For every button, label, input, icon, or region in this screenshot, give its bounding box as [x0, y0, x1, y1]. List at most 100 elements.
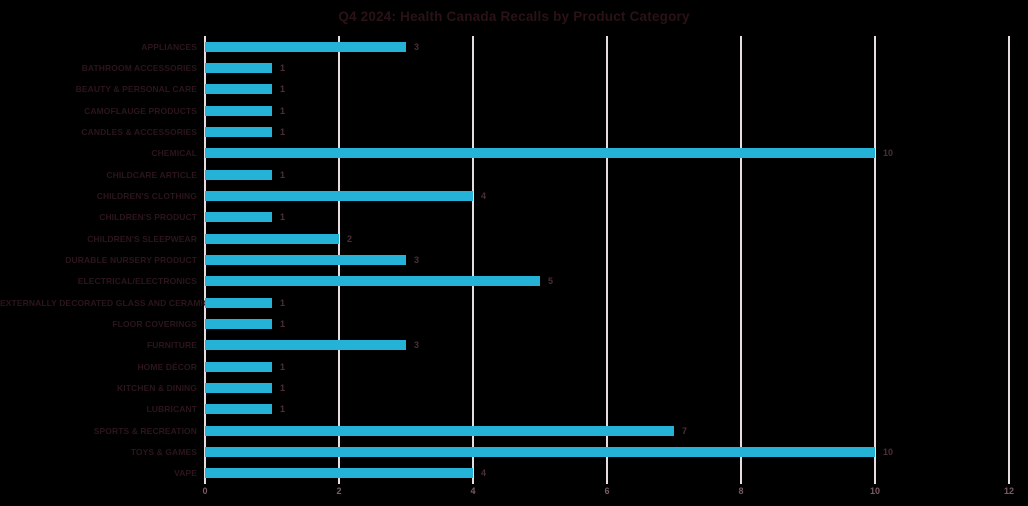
gridline [472, 36, 474, 484]
value-label: 10 [883, 446, 894, 457]
gridline [740, 36, 742, 484]
value-label: 3 [414, 340, 420, 351]
category-label: APPLIANCES [141, 41, 197, 52]
bar-row: TOYS & GAMES 10 [0, 441, 1028, 462]
bar [205, 382, 272, 393]
chart-title: Q4 2024: Health Canada Recalls by Produc… [338, 9, 690, 24]
bar [205, 297, 272, 308]
bar-track: 1 [205, 100, 1028, 121]
x-tick-label: 6 [604, 486, 610, 496]
category-label: DURABLE NURSERY PRODUCT [65, 254, 197, 265]
value-label: 1 [280, 105, 286, 116]
value-label: 1 [280, 382, 286, 393]
bar [205, 276, 540, 287]
bar-track: 1 [205, 377, 1028, 398]
category-label: ELECTRICAL/ELECTRONICS [77, 276, 197, 287]
category-label: FURNITURE [146, 340, 197, 351]
bar-track: 4 [205, 185, 1028, 206]
category-label: FLOOR COVERINGS [112, 318, 197, 329]
category-label: KITCHEN & DINING [117, 382, 197, 393]
bar-row: CHEMICAL 10 [0, 143, 1028, 164]
x-tick-label: 10 [869, 486, 881, 496]
x-tick-label: 12 [1003, 486, 1015, 496]
bar-row: BATHROOM ACCESSORIES 1 [0, 57, 1028, 78]
value-label: 1 [280, 169, 286, 180]
x-tick-label: 2 [336, 486, 342, 496]
value-label: 1 [280, 62, 286, 73]
bar-row: ELECTRICAL/ELECTRONICS 5 [0, 271, 1028, 292]
bar [205, 468, 473, 479]
bar-row: BEAUTY & PERSONAL CARE 1 [0, 79, 1028, 100]
value-label: 5 [548, 276, 554, 287]
bar [205, 41, 406, 52]
category-label: VAPE [174, 468, 197, 479]
bar [205, 425, 674, 436]
value-label: 4 [481, 190, 487, 201]
value-label: 3 [414, 41, 420, 52]
category-label: EXTERNALLY DECORATED GLASS AND CERAMICS [0, 297, 216, 308]
bar-row: LUBRICANT 1 [0, 399, 1028, 420]
bar [205, 404, 272, 415]
x-tick-label: 4 [470, 486, 476, 496]
value-label: 7 [682, 425, 688, 436]
value-label: 10 [883, 148, 894, 159]
category-label: BATHROOM ACCESSORIES [81, 62, 197, 73]
bar [205, 212, 272, 223]
bar [205, 169, 272, 180]
bar-row: CHILDCARE ARTICLE 1 [0, 164, 1028, 185]
value-label: 1 [280, 318, 286, 329]
category-label: CANDLES & ACCESSORIES [81, 126, 197, 137]
category-label: BEAUTY & PERSONAL CARE [75, 84, 197, 95]
bar-track: 4 [205, 463, 1028, 484]
value-label: 1 [280, 297, 286, 308]
bar-track: 1 [205, 313, 1028, 334]
bar-track: 1 [205, 292, 1028, 313]
bar-row: CAMOFLAUGE PRODUCTS 1 [0, 100, 1028, 121]
bar [205, 361, 272, 372]
bar-row: APPLIANCES 3 [0, 36, 1028, 57]
bar-row: CANDLES & ACCESSORIES 1 [0, 121, 1028, 142]
category-label: LUBRICANT [146, 404, 197, 415]
bar [205, 126, 272, 137]
value-label: 1 [280, 361, 286, 372]
bar-track: 10 [205, 143, 1028, 164]
value-label: 2 [347, 233, 353, 244]
bar [205, 84, 272, 95]
bar-row: EXTERNALLY DECORATED GLASS AND CERAMICS 1 [0, 292, 1028, 313]
bar-track: 3 [205, 249, 1028, 270]
bar-row: SPORTS & RECREATION 7 [0, 420, 1028, 441]
bar-track: 5 [205, 271, 1028, 292]
bar [205, 254, 406, 265]
value-label: 1 [280, 404, 286, 415]
bar-track: 1 [205, 164, 1028, 185]
bar [205, 148, 875, 159]
category-label: SPORTS & RECREATION [93, 425, 197, 436]
bar [205, 318, 272, 329]
bar [205, 340, 406, 351]
x-axis: 0 2 4 6 8 10 12 [0, 484, 1028, 504]
gridline [1008, 36, 1010, 484]
bar [205, 62, 272, 73]
gridline [874, 36, 876, 484]
bar-row: KITCHEN & DINING 1 [0, 377, 1028, 398]
gridline [606, 36, 608, 484]
bar-row: DURABLE NURSERY PRODUCT 3 [0, 249, 1028, 270]
value-label: 4 [481, 468, 487, 479]
category-label: CHILDREN'S CLOTHING [96, 190, 197, 201]
category-label: CHILDCARE ARTICLE [106, 169, 197, 180]
bar-row: FURNITURE 3 [0, 335, 1028, 356]
bar-row: CHILDREN'S CLOTHING 4 [0, 185, 1028, 206]
bar-row: FLOOR COVERINGS 1 [0, 313, 1028, 334]
category-label: HOME DÉCOR [137, 361, 197, 372]
category-label: TOYS & GAMES [130, 446, 197, 457]
category-label: CHILDREN'S SLEEPWEAR [87, 233, 197, 244]
bar-rows: APPLIANCES 3 BATHROOM ACCESSORIES 1 BEAUTY &… [0, 36, 1028, 484]
bar [205, 233, 339, 244]
bar [205, 446, 875, 457]
bar [205, 190, 473, 201]
bar-track: 3 [205, 335, 1028, 356]
plot-area: APPLIANCES 3 BATHROOM ACCESSORIES 1 BEAUTY &… [0, 36, 1028, 484]
value-label: 1 [280, 212, 286, 223]
category-label: CHILDREN'S PRODUCT [99, 212, 197, 223]
